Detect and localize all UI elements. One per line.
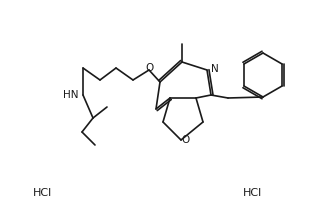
Text: HN: HN: [64, 90, 79, 100]
Text: HCl: HCl: [242, 188, 262, 198]
Text: N: N: [211, 64, 219, 74]
Text: O: O: [145, 63, 153, 73]
Text: HCl: HCl: [33, 188, 53, 198]
Text: O: O: [182, 135, 190, 145]
